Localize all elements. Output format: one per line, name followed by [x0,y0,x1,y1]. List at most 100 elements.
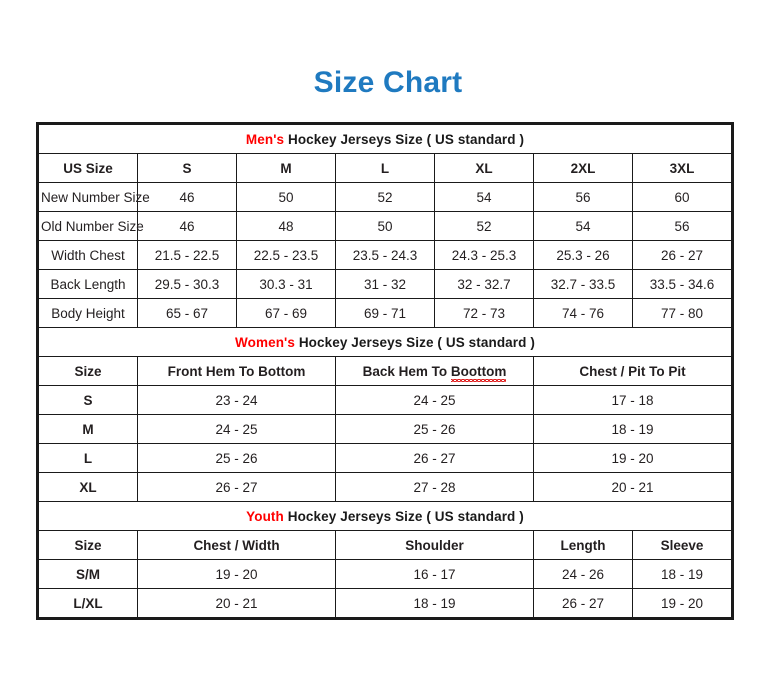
row-label: M [38,414,138,444]
section-banner-row-womens: Women's Hockey Jerseys Size ( US standar… [38,327,732,357]
row-label: L [38,443,138,473]
table-cell: 25.3 - 26 [533,240,633,270]
table-row: S/M 19 - 20 16 - 17 24 - 26 18 - 19 [38,559,732,589]
row-label: Old Number Size [38,211,144,241]
table-cell: 26 - 27 [533,588,633,618]
table-cell: 54 [434,182,534,212]
table-cell: 26 - 27 [137,472,336,502]
section-banner-mens: Men's Hockey Jerseys Size ( US standard … [38,124,732,154]
page-title: Size Chart [313,66,463,99]
column-header: 3XL [632,153,732,183]
table-cell: 72 - 73 [434,298,534,328]
row-label: Body Height [38,298,138,328]
table-cell: 23.5 - 24.3 [335,240,435,270]
table-cell: 21.5 - 22.5 [137,240,237,270]
table-cell: 52 [335,182,435,212]
row-label: S [38,385,138,415]
row-label: New Number Size [38,182,150,212]
table-cell: 18 - 19 [533,414,732,444]
section-banner-row-mens: Men's Hockey Jerseys Size ( US standard … [38,124,732,154]
table-cell: 46 [137,211,237,241]
table-cell: 69 - 71 [335,298,435,328]
table-row: Width Chest 21.5 - 22.5 22.5 - 23.5 23.5 - … [38,240,732,270]
section-banner-highlight: Youth [246,508,284,524]
table-cell: 56 [632,211,732,241]
table-cell: 24.3 - 25.3 [434,240,534,270]
table-cell: 20 - 21 [137,588,336,618]
column-header: Length [533,530,633,560]
table-cell: 30.3 - 31 [236,269,336,299]
table-cell: 18 - 19 [632,559,732,589]
table-cell: 60 [632,182,732,212]
table-cell: 74 - 76 [533,298,633,328]
column-header: L [335,153,435,183]
table-cell: 25 - 26 [137,443,336,473]
column-header-row-youth: Size Chest / Width Shoulder Length Sleeve [38,530,732,560]
size-chart-body: Men's Hockey Jerseys Size ( US standard … [38,124,732,618]
row-label: Width Chest [38,240,138,270]
table-cell: 19 - 20 [632,588,732,618]
section-banner-text: Hockey Jerseys Size ( US standard ) [283,508,524,524]
table-row: New Number Size 46 50 52 54 56 60 [38,182,732,212]
table-cell: 50 [236,182,336,212]
section-banner-highlight: Men's [245,131,285,147]
row-label: XL [38,472,138,502]
table-cell: 26 - 27 [335,443,534,473]
section-banner-youth: Youth Hockey Jerseys Size ( US standard … [38,501,732,531]
column-header-row-womens: Size Front Hem To Bottom Back Hem To Boott… [38,356,732,386]
table-cell: 25 - 26 [335,414,534,444]
row-label: L/XL [38,588,138,618]
column-header: Front Hem To Bottom [137,356,336,386]
table-cell: 33.5 - 34.6 [632,269,732,299]
table-row: Body Height 65 - 67 67 - 69 69 - 71 72 - 73 7… [38,298,732,328]
column-header-row-mens: US Size S M L XL 2XL 3XL [38,153,732,183]
column-header: 2XL [533,153,633,183]
table-cell: 24 - 26 [533,559,633,589]
column-header: US Size [38,153,138,183]
column-header: S [137,153,237,183]
table-row: S 23 - 24 24 - 25 17 - 18 [38,385,732,415]
table-row: Back Length 29.5 - 30.3 30.3 - 31 31 - 32 32… [38,269,732,299]
column-header: XL [434,153,534,183]
column-header: Size [38,356,138,386]
column-header: Size [38,530,138,560]
table-cell: 18 - 19 [335,588,534,618]
column-header: M [236,153,336,183]
table-cell: 22.5 - 23.5 [236,240,336,270]
table-row: M 24 - 25 25 - 26 18 - 19 [38,414,732,444]
section-banner-highlight: Women's [235,334,295,350]
table-cell: 77 - 80 [632,298,732,328]
table-row: XL 26 - 27 27 - 28 20 - 21 [38,472,732,502]
table-cell: 65 - 67 [137,298,237,328]
table-cell: 54 [533,211,633,241]
table-cell: 27 - 28 [335,472,534,502]
table-cell: 19 - 20 [137,559,336,589]
table-row: L/XL 20 - 21 18 - 19 26 - 27 19 - 20 [38,588,732,618]
column-header: Chest / Width [137,530,336,560]
size-chart-table: Men's Hockey Jerseys Size ( US standard … [38,124,732,618]
column-header: Shoulder [335,530,534,560]
table-cell: 17 - 18 [533,385,732,415]
column-header: Sleeve [632,530,732,560]
table-cell: 67 - 69 [236,298,336,328]
table-cell: 32.7 - 33.5 [533,269,633,299]
section-banner-text: Hockey Jerseys Size ( US standard ) [284,131,525,147]
table-cell: 56 [533,182,633,212]
table-cell: 24 - 25 [335,385,534,415]
table-cell: 29.5 - 30.3 [137,269,237,299]
spellcheck-underline: Boottom [450,363,507,382]
table-cell: 20 - 21 [533,472,732,502]
table-cell: 48 [236,211,336,241]
table-cell: 16 - 17 [335,559,534,589]
section-banner-womens: Women's Hockey Jerseys Size ( US standar… [38,327,732,357]
table-row: Old Number Size 46 48 50 52 54 56 [38,211,732,241]
table-cell: 32 - 32.7 [434,269,534,299]
column-header: Back Hem To Boottom [335,356,534,386]
table-cell: 52 [434,211,534,241]
table-cell: 50 [335,211,435,241]
row-label: S/M [38,559,138,589]
table-cell: 23 - 24 [137,385,336,415]
table-cell: 24 - 25 [137,414,336,444]
row-label: Back Length [38,269,138,299]
